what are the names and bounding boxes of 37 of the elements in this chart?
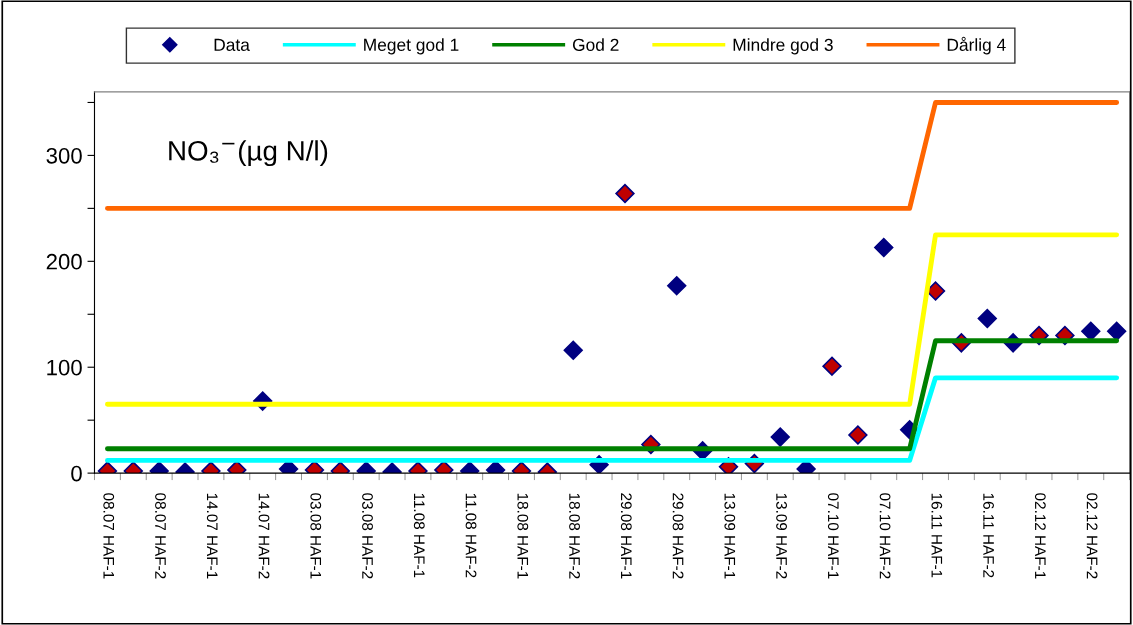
x-tick-label: 11.08 HAF-1 bbox=[413, 493, 425, 578]
x-tick-label: 07.10 HAF-2 bbox=[879, 493, 891, 579]
x-tick-label: 11.08 HAF-2 bbox=[465, 493, 477, 578]
y-tick-label: 300 bbox=[46, 147, 82, 164]
x-tick-label: 29.08 HAF-1 bbox=[620, 493, 632, 579]
x-tick-label: 03.08 HAF-2 bbox=[362, 493, 373, 579]
x-tick-label: 02.12 HAF-2 bbox=[1086, 493, 1098, 579]
x-tick-label: 14.07 HAF-1 bbox=[206, 493, 218, 579]
legend-label: God 2 bbox=[572, 38, 619, 51]
x-tick-label: 13.09 HAF-2 bbox=[776, 493, 787, 579]
y-tick-label: 0 bbox=[71, 465, 82, 482]
x-tick-label: 16.11 HAF-1 bbox=[931, 493, 943, 578]
legend-label: Dårlig 4 bbox=[947, 36, 1006, 55]
x-tick-label: 18.08 HAF-2 bbox=[569, 493, 580, 579]
point bbox=[1106, 321, 1127, 341]
y-tick-label: 100 bbox=[47, 359, 82, 376]
x-tick-label: 29.08 HAF-2 bbox=[672, 493, 684, 579]
x-tick-label: 08.07 HAF-1 bbox=[103, 493, 115, 579]
legend-label: Mindre god 3 bbox=[733, 38, 833, 55]
x-tick-label: 14.07 HAF-2 bbox=[258, 493, 270, 579]
point bbox=[874, 237, 894, 258]
point bbox=[1081, 321, 1101, 341]
point bbox=[667, 276, 687, 296]
legend-label: Meget god 1 bbox=[364, 38, 459, 55]
y-tick-label: 200 bbox=[46, 253, 82, 270]
point bbox=[977, 308, 997, 329]
point bbox=[822, 356, 842, 376]
x-tick-label: 03.08 HAF-1 bbox=[310, 493, 322, 579]
x-tick-label: 07.10 HAF-1 bbox=[827, 493, 839, 579]
point bbox=[563, 340, 583, 360]
x-tick-label: 02.12 HAF-1 bbox=[1034, 493, 1046, 579]
x-tick-label: 16.11 HAF-2 bbox=[983, 493, 994, 578]
annotation: NO₃$^{−}$(µg N/l) bbox=[169, 140, 328, 167]
x-tick-label: 18.08 HAF-1 bbox=[517, 493, 529, 579]
x-tick-label: 13.09 HAF-1 bbox=[724, 493, 736, 579]
legend-label: Data bbox=[214, 38, 250, 51]
x-tick-label: 08.07 HAF-2 bbox=[155, 493, 166, 579]
